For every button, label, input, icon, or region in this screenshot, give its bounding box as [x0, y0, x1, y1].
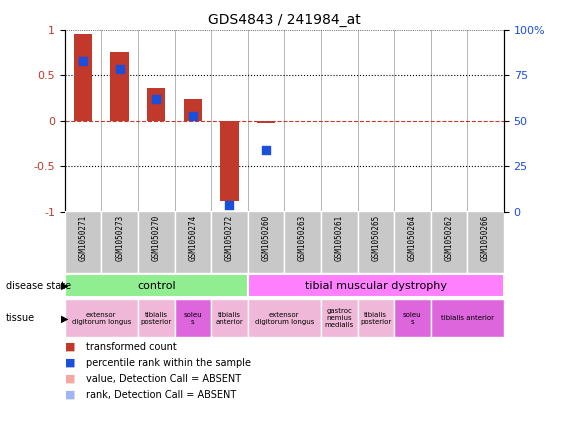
Bar: [211, 299, 248, 337]
Bar: [184, 99, 202, 121]
Text: percentile rank within the sample: percentile rank within the sample: [86, 358, 251, 368]
Point: [225, 202, 234, 209]
Text: ■: ■: [65, 390, 75, 400]
Point: [152, 95, 161, 102]
Bar: [65, 212, 101, 273]
Text: tibialis
posterior: tibialis posterior: [141, 312, 172, 325]
Point: [115, 65, 124, 72]
Text: GSM1050261: GSM1050261: [335, 214, 343, 261]
Bar: [138, 212, 175, 273]
Text: GSM1050271: GSM1050271: [79, 214, 87, 261]
Bar: [147, 88, 166, 121]
Text: GSM1050274: GSM1050274: [189, 214, 197, 261]
Bar: [175, 299, 211, 337]
Text: extensor
digitorum longus: extensor digitorum longus: [254, 312, 314, 325]
Text: GSM1050260: GSM1050260: [262, 214, 270, 261]
Bar: [110, 52, 129, 121]
Text: ■: ■: [65, 342, 75, 352]
Text: GSM1050270: GSM1050270: [152, 214, 160, 261]
Title: GDS4843 / 241984_at: GDS4843 / 241984_at: [208, 13, 361, 27]
Bar: [248, 299, 321, 337]
Point: [261, 146, 270, 153]
Text: GSM1050265: GSM1050265: [372, 214, 380, 261]
Bar: [394, 212, 431, 273]
Bar: [358, 212, 394, 273]
Text: ■: ■: [65, 374, 75, 384]
Bar: [65, 274, 248, 297]
Text: ■: ■: [65, 358, 75, 368]
Text: soleu
s: soleu s: [403, 312, 422, 325]
Text: transformed count: transformed count: [86, 342, 177, 352]
Bar: [211, 212, 248, 273]
Text: tissue: tissue: [6, 313, 35, 323]
Bar: [431, 299, 504, 337]
Text: rank, Detection Call = ABSENT: rank, Detection Call = ABSENT: [86, 390, 236, 400]
Bar: [138, 299, 175, 337]
Text: tibialis
anterior: tibialis anterior: [216, 312, 243, 325]
Bar: [321, 212, 358, 273]
Text: extensor
digitorum longus: extensor digitorum longus: [72, 312, 131, 325]
Text: GSM1050272: GSM1050272: [225, 214, 234, 261]
Bar: [431, 212, 467, 273]
Text: tibialis
posterior: tibialis posterior: [360, 312, 391, 325]
Text: GSM1050262: GSM1050262: [445, 214, 453, 261]
Bar: [284, 212, 321, 273]
Text: ▶: ▶: [61, 280, 68, 291]
Text: GSM1050263: GSM1050263: [298, 214, 307, 261]
Bar: [358, 299, 394, 337]
Bar: [220, 121, 239, 201]
Bar: [257, 121, 275, 123]
Text: disease state: disease state: [6, 280, 71, 291]
Text: tibial muscular dystrophy: tibial muscular dystrophy: [305, 280, 447, 291]
Bar: [467, 212, 504, 273]
Text: soleu
s: soleu s: [184, 312, 202, 325]
Bar: [65, 299, 138, 337]
Bar: [74, 34, 92, 121]
Bar: [175, 212, 211, 273]
Text: ▶: ▶: [61, 313, 68, 323]
Text: tibialis anterior: tibialis anterior: [441, 315, 494, 321]
Bar: [321, 299, 358, 337]
Bar: [101, 212, 138, 273]
Text: gastroc
nemius
medialis: gastroc nemius medialis: [325, 308, 354, 328]
Bar: [248, 212, 284, 273]
Text: GSM1050266: GSM1050266: [481, 214, 490, 261]
Text: control: control: [137, 280, 176, 291]
Text: value, Detection Call = ABSENT: value, Detection Call = ABSENT: [86, 374, 242, 384]
Text: GSM1050264: GSM1050264: [408, 214, 417, 261]
Text: GSM1050273: GSM1050273: [115, 214, 124, 261]
Point: [188, 113, 197, 119]
Point: [79, 58, 88, 65]
Bar: [394, 299, 431, 337]
Bar: [248, 274, 504, 297]
